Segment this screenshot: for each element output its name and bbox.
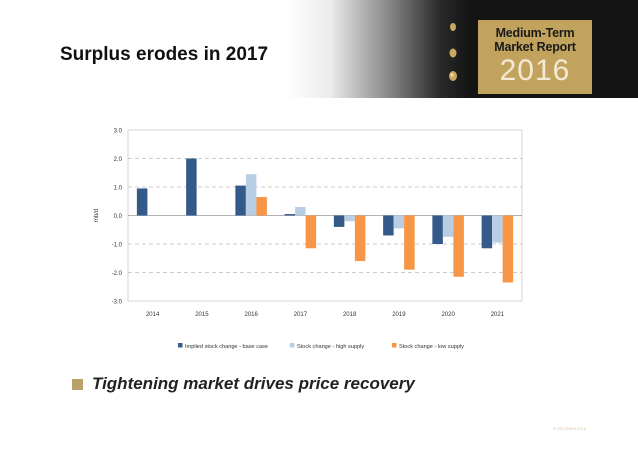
x-tick-label: 2015	[195, 312, 209, 318]
x-tick-label: 2018	[343, 312, 357, 318]
slide-title: Surplus erodes in 2017	[60, 44, 269, 65]
x-tick-label: 2016	[244, 312, 258, 318]
bar	[481, 215, 493, 249]
bar	[344, 215, 355, 222]
bar	[186, 158, 197, 216]
logo-year: 2016	[499, 54, 571, 87]
bullet-text: Tightening market drives price recovery	[92, 374, 415, 393]
bar	[354, 215, 366, 262]
y-tick-label: 2.0	[114, 157, 123, 163]
legend-swatch	[392, 343, 397, 348]
y-tick-label: -1.0	[112, 243, 123, 249]
bar	[404, 215, 415, 270]
y-tick-label: -3.0	[112, 300, 123, 306]
x-tick-label: 2017	[294, 312, 308, 318]
bar	[383, 215, 394, 236]
copyright-note: © OECD/IEA 2016	[553, 426, 586, 431]
logo-line-2: Market Report	[494, 40, 576, 54]
oil-drops-icon	[449, 23, 457, 81]
legend-label: Stock change - low supply	[399, 344, 464, 350]
report-logo: Medium-Term Market Report 2016	[478, 20, 592, 94]
bar	[305, 215, 317, 249]
bar	[245, 174, 257, 216]
bullet-square-icon	[72, 379, 83, 390]
bar	[492, 215, 503, 243]
bar	[136, 188, 148, 216]
legend-label: Implied stock change - base case	[185, 344, 268, 350]
legend-swatch	[290, 343, 295, 348]
x-tick-label: 2014	[146, 312, 160, 318]
y-tick-label: 3.0	[114, 129, 123, 135]
bar	[256, 196, 267, 216]
bar	[284, 214, 296, 216]
y-axis-label: mb/d	[94, 209, 100, 222]
y-tick-label: 1.0	[114, 186, 123, 192]
logo-line-1: Medium-Term	[495, 26, 575, 40]
y-tick-label: -2.0	[112, 271, 123, 277]
bar	[442, 215, 454, 237]
bar	[235, 185, 246, 216]
bar	[333, 215, 345, 227]
x-tick-label: 2020	[441, 312, 455, 318]
x-tick-label: 2021	[491, 312, 505, 318]
bar	[432, 215, 443, 244]
legend-label: Stock change - high supply	[297, 344, 364, 350]
bar	[453, 215, 464, 277]
x-tick-label: 2019	[392, 312, 406, 318]
legend-swatch	[178, 343, 183, 348]
y-tick-label: 0.0	[114, 214, 123, 220]
bar	[502, 215, 514, 283]
bar	[393, 215, 405, 229]
bar	[295, 206, 306, 216]
